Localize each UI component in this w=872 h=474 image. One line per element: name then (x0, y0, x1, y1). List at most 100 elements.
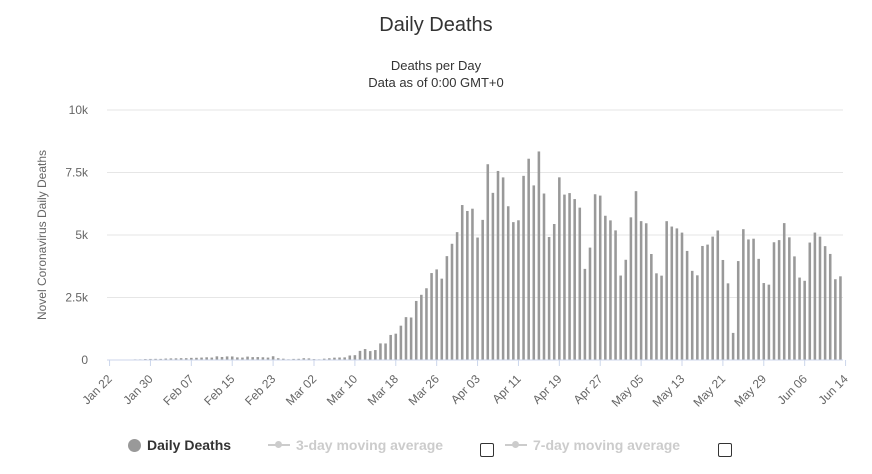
x-tick-label: Mar 26 (406, 372, 443, 409)
x-tick-label: Jan 22 (79, 372, 115, 408)
bar (680, 232, 684, 360)
bar (486, 164, 490, 360)
bar (803, 280, 806, 360)
bar (823, 246, 827, 361)
checkbox-3-day-average[interactable] (480, 443, 494, 457)
bar (179, 358, 183, 360)
bar (159, 358, 162, 361)
bar (256, 357, 260, 360)
bar (839, 276, 842, 360)
bar (558, 177, 561, 360)
bar (614, 230, 617, 361)
bar (404, 317, 408, 361)
bar (665, 221, 668, 360)
legend-item-daily-deaths[interactable]: Daily Deaths (128, 437, 231, 453)
y-tick-label: 10k (69, 103, 89, 117)
bar (450, 243, 454, 360)
x-tick-label: Mar 02 (283, 372, 320, 409)
legend-item-7-day-average[interactable]: 7-day moving average (505, 437, 680, 453)
bar (660, 275, 663, 360)
bar (777, 240, 781, 360)
bar (353, 355, 357, 360)
bar (721, 259, 725, 360)
bar (808, 242, 812, 360)
y-axis-title: Novel Coronavirus Daily Deaths (35, 150, 49, 320)
bar (573, 199, 576, 360)
legend: Daily Deaths 3-day moving average 7-day … (0, 437, 872, 461)
bar (588, 247, 592, 360)
bar (782, 223, 786, 360)
bar (358, 350, 362, 361)
bar (394, 333, 398, 360)
x-tick-label: Feb 15 (201, 372, 238, 409)
bar (251, 357, 254, 361)
bar (476, 237, 479, 360)
bar (374, 350, 377, 360)
bar (271, 356, 275, 360)
bar (343, 357, 346, 361)
bar (537, 151, 541, 360)
bar (716, 230, 720, 360)
legend-label: 7-day moving average (533, 437, 681, 453)
bar (276, 358, 280, 360)
x-tick-label: May 29 (731, 372, 769, 410)
x-tick-label: Apr 27 (571, 372, 606, 407)
bar (230, 356, 234, 360)
bar (670, 226, 674, 360)
bar (440, 278, 444, 360)
bar (220, 356, 224, 360)
bar (195, 357, 198, 360)
bar (706, 244, 709, 360)
bar (624, 259, 628, 360)
bar (445, 256, 449, 361)
bar (736, 261, 740, 360)
bar (348, 355, 352, 360)
bar (834, 279, 837, 360)
bar (292, 358, 295, 360)
bar (619, 275, 622, 360)
bar (496, 170, 500, 360)
y-tick-label: 5k (75, 228, 89, 242)
bar (593, 194, 597, 360)
bar (414, 300, 418, 360)
legend-item-3-day-average[interactable]: 3-day moving average (268, 437, 443, 453)
bar (466, 210, 469, 360)
bar (650, 254, 653, 360)
bar (210, 357, 214, 360)
bar (322, 358, 326, 360)
bar (389, 334, 392, 360)
bar (246, 356, 249, 360)
bar (297, 358, 300, 360)
bar (798, 277, 801, 360)
bar (604, 215, 607, 360)
bar (609, 220, 612, 361)
bar (532, 185, 536, 360)
bar (425, 288, 428, 360)
y-tick-label: 7.5k (65, 166, 89, 180)
legend-label: 3-day moving average (296, 437, 444, 453)
bar (506, 206, 510, 360)
bar (701, 245, 704, 360)
bar (200, 357, 203, 360)
bar (190, 357, 193, 360)
bar (757, 258, 760, 360)
checkbox-7-day-average[interactable] (718, 443, 732, 457)
bar (169, 358, 173, 360)
bar (266, 357, 270, 360)
bar (379, 343, 382, 360)
bar (767, 284, 771, 360)
bar (215, 356, 219, 360)
bar (711, 236, 714, 360)
bar (547, 237, 551, 360)
bar (491, 192, 495, 360)
bar (634, 191, 638, 360)
y-tick-label: 0 (81, 353, 88, 367)
bar (307, 358, 311, 360)
bar (731, 332, 735, 360)
bar (338, 357, 341, 360)
bar (752, 238, 755, 360)
x-tick-label: Feb 23 (242, 372, 279, 409)
x-tick-label: Apr 11 (489, 372, 524, 407)
bar (726, 283, 730, 360)
